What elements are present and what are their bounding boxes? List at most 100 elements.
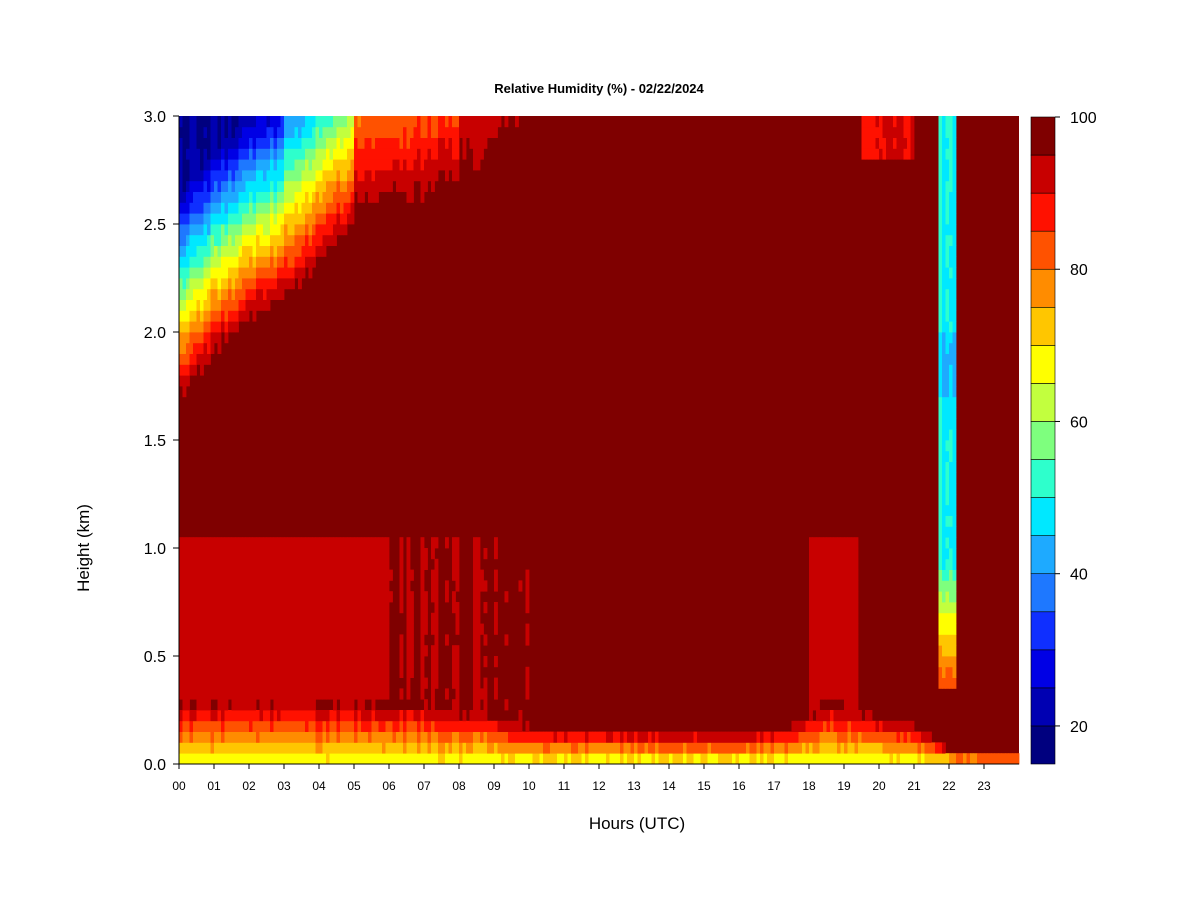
heatmap-cell [280, 137, 285, 149]
heatmap-cell [662, 753, 666, 765]
heatmap-cell [406, 159, 411, 171]
heatmap-cell [249, 137, 253, 149]
heatmap-cell [840, 645, 845, 657]
heatmap-cell [329, 224, 334, 236]
heatmap-cell [756, 753, 761, 765]
heatmap-cell [816, 548, 820, 560]
heatmap-cell [431, 688, 435, 700]
heatmap-cell [945, 180, 950, 192]
heatmap-cell [833, 656, 838, 668]
heatmap-cell [900, 742, 904, 754]
heatmap-cell [200, 569, 204, 581]
heatmap-cell [410, 591, 414, 603]
heatmap-cell [231, 742, 236, 754]
heatmap-cell [508, 720, 512, 732]
heatmap-cell [851, 742, 855, 754]
heatmap-cell [952, 612, 957, 624]
heatmap-cell [949, 612, 953, 624]
heatmap-cell [945, 656, 950, 668]
heatmap-cell [441, 720, 446, 732]
heatmap-cell [186, 332, 190, 344]
heatmap-cell [210, 224, 215, 236]
heatmap-cell [224, 548, 229, 560]
heatmap-cell [294, 666, 299, 678]
heatmap-cell [280, 710, 285, 722]
heatmap-cell [399, 569, 404, 581]
heatmap-cell [364, 591, 369, 603]
heatmap-cell [480, 148, 484, 160]
heatmap-cell [868, 148, 873, 160]
heatmap-cell [329, 634, 334, 646]
heatmap-cell [494, 580, 498, 592]
heatmap-cell [228, 224, 232, 236]
heatmap-cell [788, 731, 792, 743]
heatmap-cell [305, 699, 309, 711]
heatmap-cell [889, 116, 894, 128]
heatmap-cell [826, 656, 831, 668]
heatmap-cell [242, 612, 246, 624]
heatmap-cell [256, 245, 260, 257]
heatmap-cell [515, 753, 519, 765]
heatmap-cell [896, 116, 901, 128]
heatmap-cell [931, 742, 936, 754]
heatmap-cell [854, 580, 859, 592]
heatmap-cell [182, 299, 187, 311]
heatmap-cell [427, 710, 432, 722]
heatmap-cell [655, 742, 659, 754]
heatmap-cell [291, 602, 295, 614]
heatmap-cell [938, 558, 943, 570]
heatmap-cell [375, 720, 379, 732]
heatmap-cell [942, 180, 946, 192]
heatmap-cell [203, 191, 208, 203]
heatmap-cell [301, 256, 306, 268]
heatmap-cell [791, 753, 796, 765]
heatmap-cell [182, 170, 187, 182]
heatmap-cell [840, 677, 845, 689]
heatmap-cell [203, 224, 208, 236]
heatmap-cell [896, 720, 901, 732]
heatmap-cell [350, 656, 355, 668]
heatmap-cell [235, 137, 239, 149]
heatmap-cell [938, 569, 943, 581]
heatmap-cell [392, 170, 397, 182]
heatmap-cell [476, 602, 481, 614]
heatmap-cell [812, 666, 817, 678]
heatmap-cell [308, 159, 313, 171]
heatmap-cell [256, 288, 260, 300]
heatmap-cell [746, 731, 750, 743]
heatmap-cell [952, 353, 957, 365]
heatmap-cell [606, 731, 610, 743]
heatmap-cell [210, 321, 215, 333]
heatmap-cell [420, 180, 425, 192]
heatmap-cell [879, 148, 883, 160]
heatmap-cell [217, 159, 222, 171]
heatmap-cell [802, 720, 806, 732]
heatmap-cell [445, 159, 449, 171]
heatmap-cell [956, 753, 960, 765]
heatmap-cell [476, 623, 481, 635]
heatmap-cell [406, 126, 411, 138]
heatmap-cell [235, 256, 239, 268]
heatmap-cell [301, 720, 306, 732]
heatmap-cell [438, 742, 442, 754]
heatmap-cell [364, 645, 369, 657]
heatmap-cell [949, 170, 953, 182]
heatmap-cell [249, 612, 253, 624]
heatmap-cell [417, 137, 421, 149]
heatmap-cell [242, 753, 246, 765]
heatmap-cell [242, 126, 246, 138]
heatmap-cell [270, 731, 274, 743]
heatmap-cell [193, 720, 197, 732]
heatmap-cell [385, 148, 390, 160]
heatmap-cell [375, 548, 379, 560]
heatmap-cell [599, 753, 603, 765]
heatmap-cell [840, 731, 845, 743]
heatmap-cell [291, 548, 295, 560]
heatmap-cell [476, 612, 481, 624]
heatmap-cell [847, 645, 852, 657]
heatmap-cell [235, 753, 239, 765]
heatmap-cell [308, 148, 313, 160]
heatmap-cell [203, 321, 208, 333]
heatmap-cell [385, 569, 390, 581]
heatmap-cell [259, 256, 264, 268]
